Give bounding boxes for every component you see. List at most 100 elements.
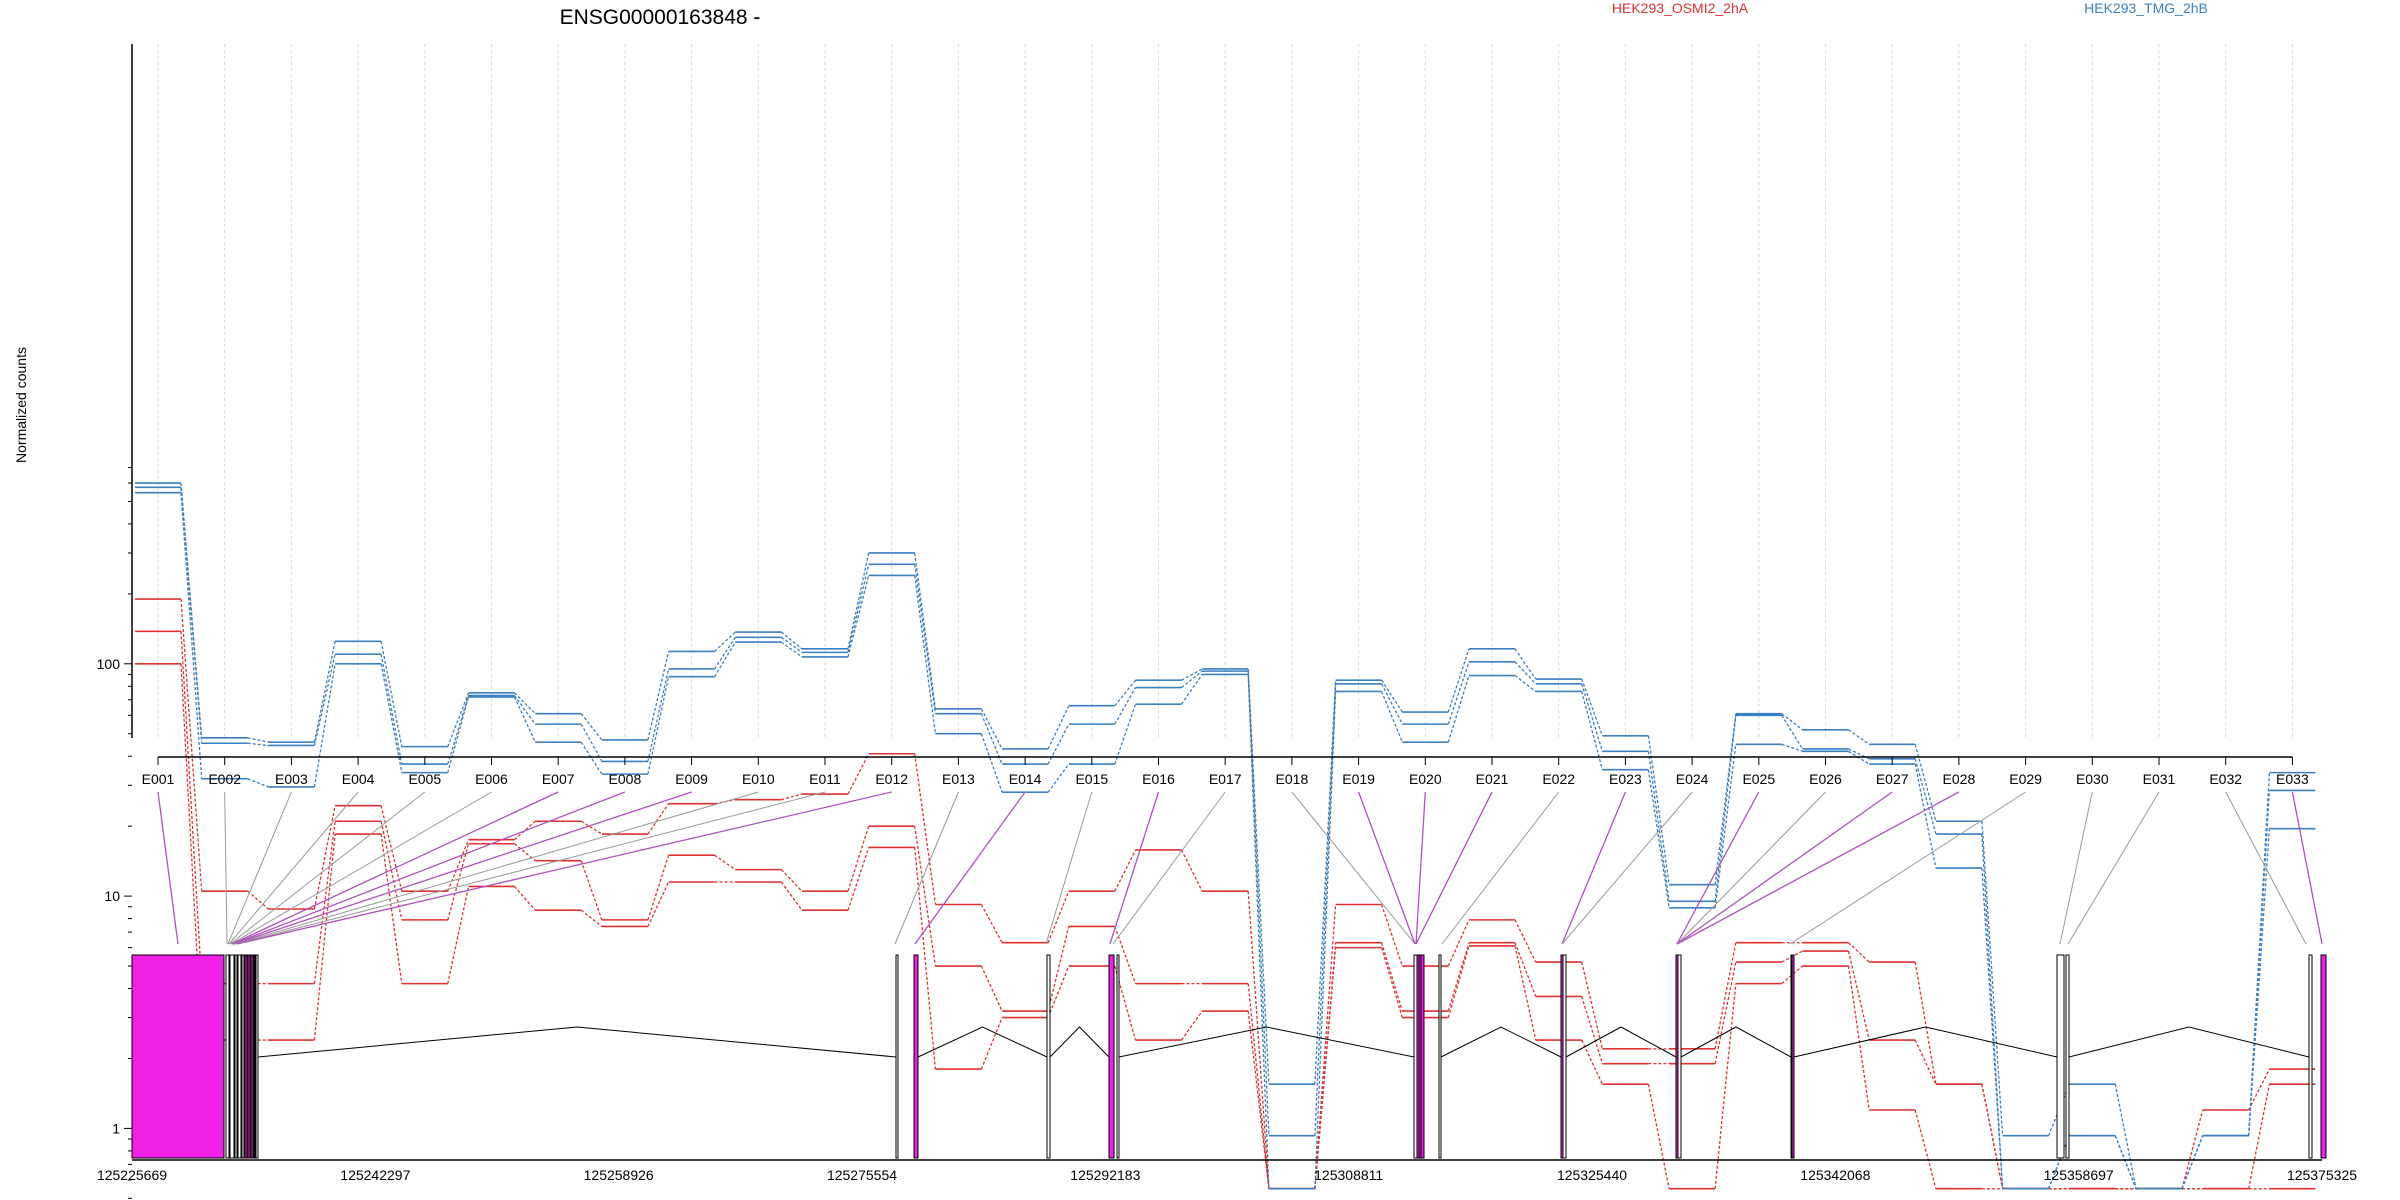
transition-segment — [1180, 1010, 1203, 1041]
exon-box-E031 — [2065, 954, 2070, 1159]
transition-segment — [1714, 715, 1737, 902]
transition-segment — [1848, 748, 1870, 760]
transition-segment — [1380, 947, 1403, 1018]
exon-label-E010: E010 — [742, 771, 775, 787]
transition-segment — [647, 651, 670, 741]
transition-segment — [2248, 828, 2271, 1136]
intron-line — [1565, 1026, 1677, 1058]
transition-segment — [1181, 668, 1203, 681]
transition-segment — [914, 564, 937, 714]
transition-segment — [380, 654, 403, 765]
transition-segment — [1047, 926, 1070, 1012]
transition-segment — [1114, 926, 1137, 984]
connector-E022 — [1441, 791, 1560, 945]
connector-E004 — [228, 791, 359, 945]
transition-segment — [780, 869, 803, 892]
exon-label-E014: E014 — [1009, 771, 1042, 787]
transition-segment — [1714, 942, 1737, 1049]
transition-segment — [1781, 965, 1803, 985]
transition-segment — [914, 575, 937, 734]
connector-E013 — [894, 791, 959, 945]
transition-segment — [714, 854, 736, 871]
connector-E032 — [2225, 791, 2307, 945]
transition-segment — [380, 663, 403, 773]
transition-segment — [1581, 1039, 1603, 1085]
transition-segment — [1447, 945, 1470, 1018]
connector-E005 — [229, 791, 426, 945]
connector-E014 — [914, 791, 1026, 945]
y-axis-label: Normalized counts — [13, 347, 29, 463]
exon-box-E013 — [895, 954, 899, 1159]
transition-segment — [1914, 744, 1937, 822]
transition-segment — [980, 708, 1003, 750]
transition-segment — [513, 695, 536, 725]
exon-box-E002 — [225, 954, 230, 1159]
transition-segment — [2181, 1135, 2204, 1189]
exon-label-E005: E005 — [408, 771, 441, 787]
transition-segment — [1381, 683, 1403, 725]
transition-segment — [914, 753, 937, 905]
connector-E003 — [227, 791, 292, 945]
exon-label-E028: E028 — [1943, 771, 1976, 787]
y-tick-label: 1 — [112, 1120, 120, 1136]
connector-E015 — [1045, 791, 1093, 945]
transition-segment — [1781, 713, 1803, 731]
series-4 — [135, 482, 2316, 1190]
transition-segment — [1247, 983, 1270, 1189]
exon-label-E027: E027 — [1876, 771, 1909, 787]
connector-E020 — [1415, 791, 1426, 945]
transition-segment — [1514, 945, 1537, 1041]
y-axis: 1 10 100 — [97, 44, 133, 1199]
connector-E033 — [2291, 791, 2323, 945]
transition-segment — [1581, 691, 1604, 770]
exon-label-E009: E009 — [675, 771, 708, 787]
exon-box-E003 — [229, 954, 235, 1159]
transition-segment — [1848, 729, 1870, 745]
coord-tick-label: 125358697 — [2044, 1167, 2114, 1183]
transition-segment — [1447, 942, 1470, 1012]
connector-E021 — [1415, 791, 1493, 945]
exon-label-E031: E031 — [2143, 771, 2176, 787]
exon-label-E021: E021 — [1476, 771, 1509, 787]
transition-segment — [980, 904, 1003, 944]
exon-label-E002: E002 — [208, 771, 241, 787]
transition-segment — [1714, 983, 1737, 1189]
transition-segment — [1581, 678, 1604, 736]
transition-segment — [1514, 661, 1537, 685]
transition-segment — [780, 631, 803, 650]
exon-box-E004 — [234, 954, 238, 1159]
transition-segment — [180, 492, 203, 779]
transition-segment — [1047, 723, 1070, 765]
transition-segment — [1114, 703, 1137, 765]
transition-segment — [447, 695, 470, 765]
connector-E029 — [1789, 791, 2026, 945]
transition-segment — [647, 803, 670, 835]
transition-segment — [447, 839, 470, 892]
transition-segment — [1514, 648, 1537, 680]
transition-segment — [1514, 675, 1537, 693]
transition-segment — [1647, 769, 1670, 908]
exon-connectors — [157, 791, 2323, 945]
exon-label-E024: E024 — [1676, 771, 1709, 787]
transition-segment — [1247, 668, 1270, 1085]
exon-label-E007: E007 — [542, 771, 575, 787]
transition-segment — [180, 631, 203, 984]
connector-E001 — [157, 791, 179, 945]
transition-segment — [580, 860, 603, 921]
coord-tick-label: 125375325 — [2287, 1167, 2357, 1183]
transition-segment — [847, 575, 870, 658]
transition-segment — [1447, 675, 1470, 743]
transition-segment — [1314, 683, 1337, 1136]
connector-E024 — [1561, 791, 1693, 945]
transition-segment — [647, 668, 670, 762]
exon-box-E008 — [247, 954, 251, 1159]
transition-segment — [2114, 1084, 2137, 1189]
connector-E026 — [1676, 791, 1826, 945]
transition-segment — [647, 676, 670, 775]
transition-segment — [447, 886, 470, 984]
transition-segment — [1981, 821, 2004, 1136]
transition-segment — [1914, 1109, 1937, 1189]
transition-segment — [980, 733, 1003, 793]
y-tick-label: 10 — [104, 888, 120, 904]
exon-label-E030: E030 — [2076, 771, 2109, 787]
